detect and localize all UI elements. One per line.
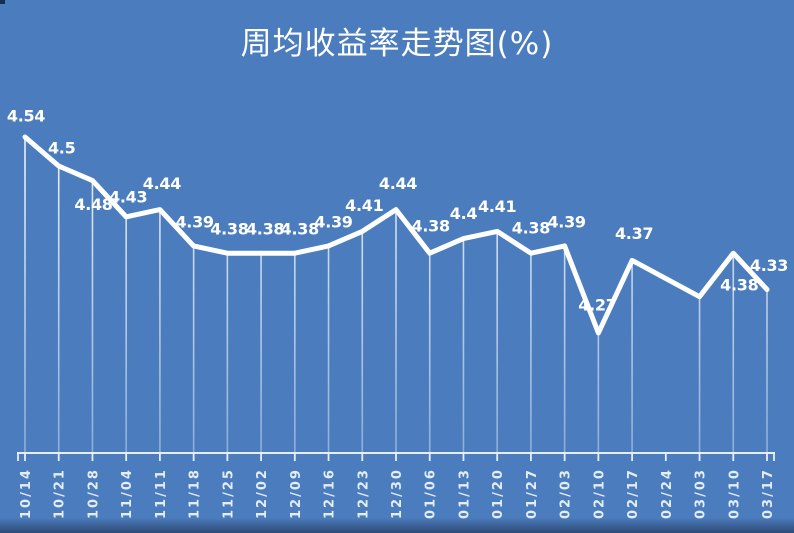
data-point-label: 4.44 <box>379 174 417 193</box>
x-axis-label: 03/03 <box>694 468 709 519</box>
x-axis-label: 11/18 <box>188 468 203 519</box>
x-axis-label: 11/11 <box>154 468 169 519</box>
data-point-label: 4.27 <box>578 296 616 315</box>
data-point-label: 4.41 <box>478 197 516 216</box>
x-axis-label: 03/10 <box>727 468 742 519</box>
data-point-label: 4.33 <box>750 256 788 275</box>
x-axis-labels-group: 10/14 10/21 10/28 11/04 11/11 11/18 11/25 12/02… <box>19 468 776 519</box>
x-axis-label: 12/23 <box>356 468 371 519</box>
x-axis-label: 02/10 <box>592 468 607 519</box>
data-point-label: 4.54 <box>7 107 45 126</box>
x-axis-label: 12/30 <box>390 468 405 519</box>
data-point-label: 4.5 <box>48 139 76 158</box>
x-axis-label: 02/24 <box>660 468 675 519</box>
x-axis-label: 02/17 <box>626 468 641 519</box>
x-axis-label: 10/28 <box>86 468 101 519</box>
x-axis-label: 01/13 <box>457 468 472 519</box>
x-axis-label: 11/25 <box>221 468 236 519</box>
data-point-label: 4.43 <box>109 187 147 206</box>
x-axis-label: 03/17 <box>761 468 776 519</box>
data-point-label: 4.44 <box>143 174 181 193</box>
x-axis <box>17 452 775 461</box>
x-axis-label: 12/02 <box>255 468 270 519</box>
data-labels-group: 4.544.54.484.434.444.394.384.384.384.394… <box>7 107 789 315</box>
data-point-label: 4.38 <box>246 220 284 239</box>
x-axis-label: 10/21 <box>53 468 68 519</box>
x-axis-label: 12/16 <box>323 468 338 519</box>
x-axis-label: 02/03 <box>559 468 574 519</box>
data-point-label: 4.41 <box>345 196 383 215</box>
x-axis-label: 01/20 <box>491 468 506 519</box>
data-point-label: 4.38 <box>720 276 758 295</box>
data-point-label: 4.39 <box>547 212 585 231</box>
x-axis-label: 01/27 <box>525 468 540 519</box>
data-point-label: 4.38 <box>281 220 319 239</box>
data-point-label: 4.38 <box>412 217 450 236</box>
x-axis-label: 10/14 <box>19 468 34 519</box>
data-point-label: 4.37 <box>615 224 653 243</box>
series-line <box>22 134 770 336</box>
data-point-label: 4.39 <box>175 212 213 231</box>
x-axis-label: 01/06 <box>424 468 439 519</box>
x-axis-label: 12/09 <box>289 468 304 519</box>
data-point-label: 4.48 <box>74 195 112 214</box>
data-point-label: 4.4 <box>450 204 478 223</box>
data-point-label: 4.38 <box>210 220 248 239</box>
chart-title: 周均收益率走势图(%) <box>240 26 554 62</box>
corner-artifact <box>0 0 5 4</box>
x-axis-label: 11/04 <box>120 468 135 519</box>
data-point-label: 4.38 <box>512 219 550 238</box>
data-point-label: 4.39 <box>314 212 352 231</box>
drop-lines-group <box>24 139 768 452</box>
